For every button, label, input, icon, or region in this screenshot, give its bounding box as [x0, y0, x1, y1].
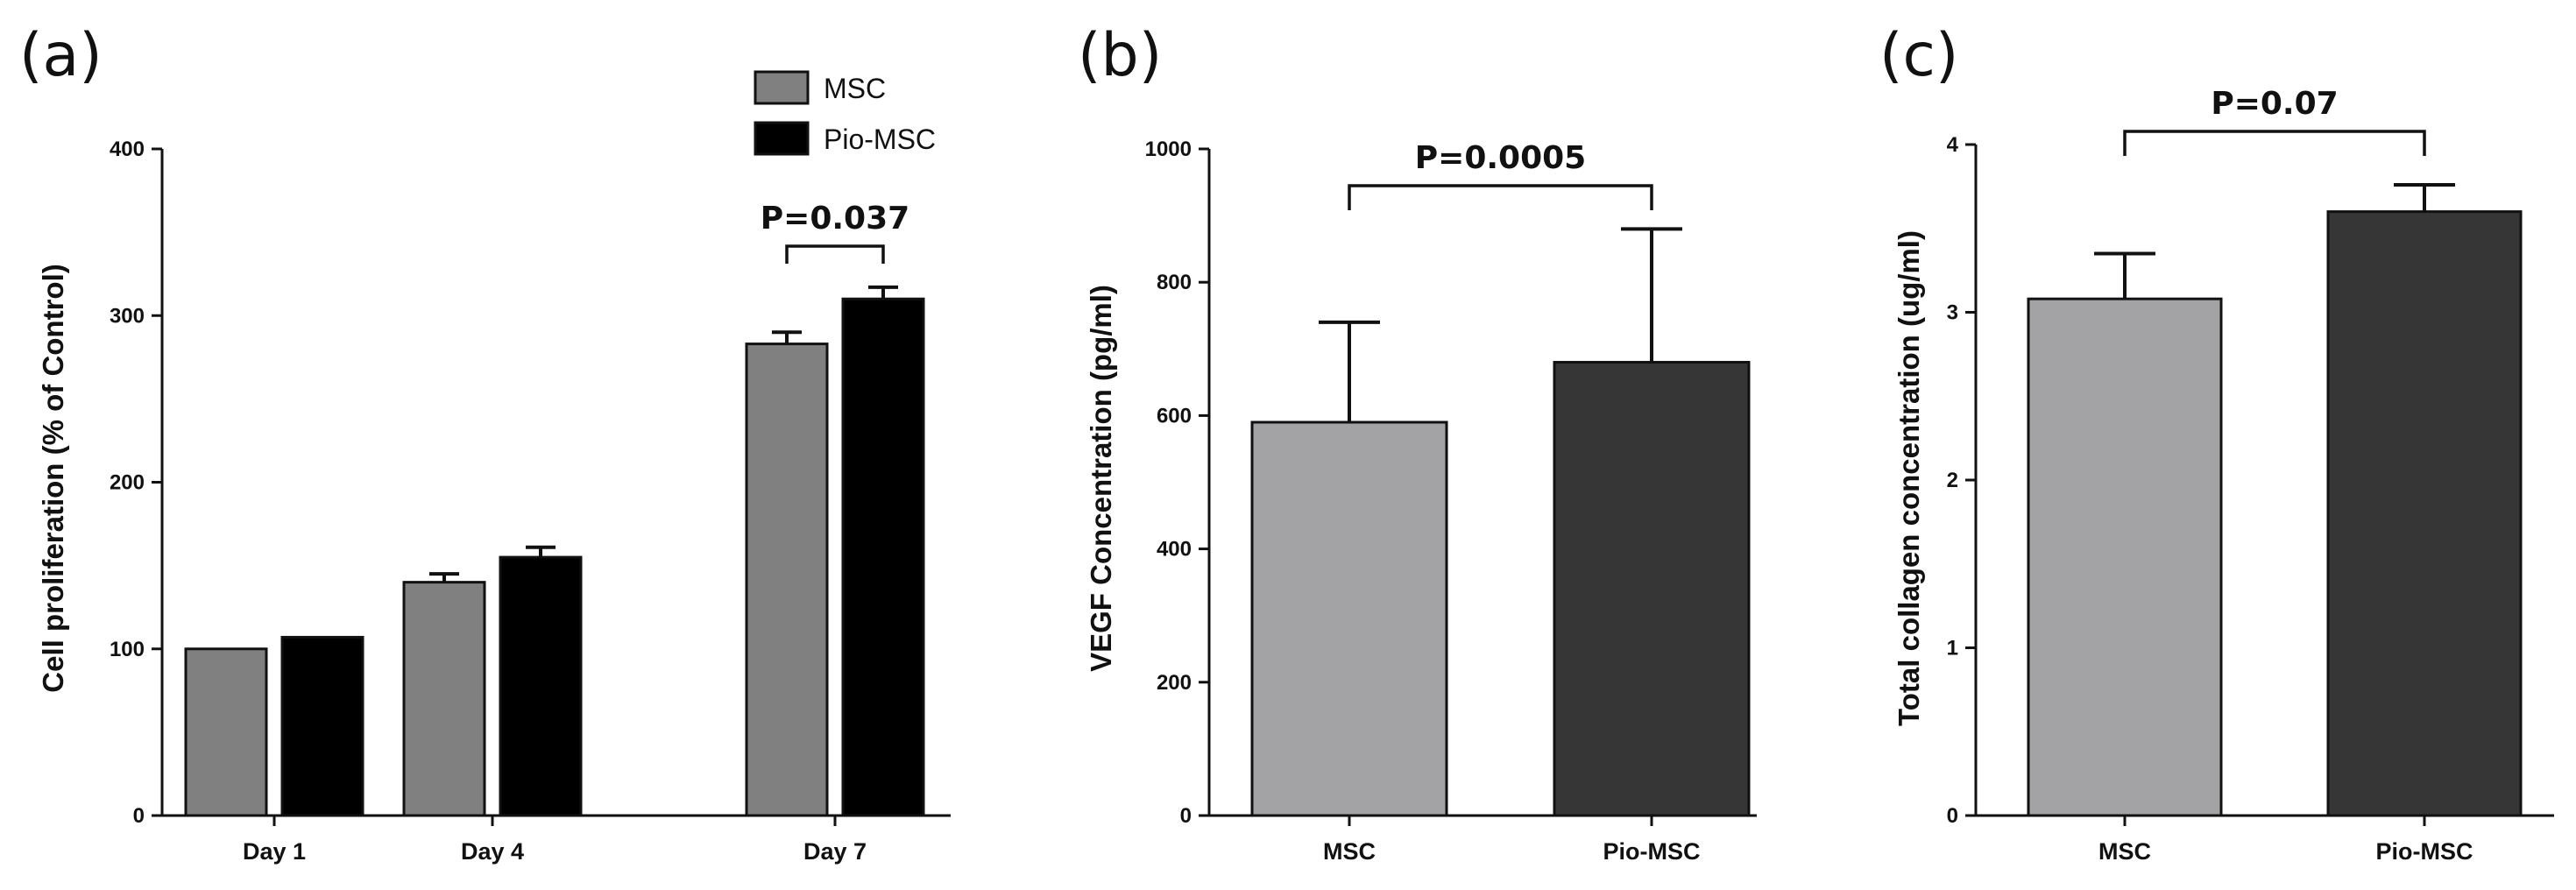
panel-a-y-axis-title: Cell proliferation (% of Control)	[37, 264, 69, 692]
panel-a-y-tick-label-100: 100	[110, 638, 145, 661]
error-bar-c-msc	[2094, 251, 2155, 300]
p-value-a-bracket	[785, 244, 885, 264]
panel-b-y-tick-label-1000: 1000	[1145, 138, 1192, 161]
bar-c-pio-msc	[2326, 210, 2523, 817]
panel-c-x-tick-label-msc: MSC	[2098, 838, 2151, 865]
panel-b-y-tick-label-800: 800	[1157, 271, 1192, 294]
legend-swatch-msc	[754, 70, 810, 105]
error-bar-day-7-pio-msc	[868, 285, 898, 300]
panel-c-y-tick-label-2: 2	[1947, 469, 1958, 492]
bar-day-7-pio-msc	[841, 297, 925, 817]
panel-b-x-tick-label-msc: MSC	[1323, 838, 1376, 865]
panel-a-bars: P=0.037	[184, 201, 925, 817]
bar-day-1-msc	[184, 647, 268, 817]
error-bar-day-4-msc	[429, 572, 459, 583]
p-value-c-label: P=0.07	[2211, 86, 2338, 122]
panel-a-y-tick-label-400: 400	[110, 138, 145, 161]
panel-a-label: (a)	[19, 21, 103, 90]
bar-c-msc	[2027, 297, 2223, 817]
bar-day-4-msc	[402, 581, 486, 817]
panel-a-y-tick-label-0: 0	[133, 804, 145, 828]
panel-b-y-tick-label-200: 200	[1157, 671, 1192, 695]
panel-c-label: (c)	[1879, 21, 1958, 90]
panel-b-y-tick-label-600: 600	[1157, 404, 1192, 427]
panel-b-y-tick-label-400: 400	[1157, 538, 1192, 562]
error-bar-c-pio-msc	[2394, 182, 2455, 212]
panel-c-y-tick-label-1: 1	[1947, 637, 1958, 660]
p-value-a-label: P=0.037	[761, 201, 909, 237]
p-value-c-bracket	[2123, 130, 2426, 156]
panel-b-x-tick-label-pio-msc: Pio-MSC	[1603, 838, 1701, 865]
panel-a-y-tick-label-200: 200	[110, 471, 145, 495]
legend-label-pio-msc: Pio-MSC	[824, 124, 936, 155]
panel-c-y-tick-label-4: 4	[1947, 133, 1959, 157]
panel-a-legend: MSC Pio-MSC	[754, 70, 936, 156]
panel-c-y-tick-label-3: 3	[1947, 301, 1958, 325]
panel-b-y-axis-title: VEGF Concentration (pg/ml)	[1085, 285, 1117, 672]
error-bar-b-msc	[1319, 320, 1380, 423]
chart-panel-c: (c) Total collagen concentration (ug/ml)…	[1879, 21, 2554, 865]
chart-panel-a: (a) Cell proliferation (% of Control) 0 1…	[19, 21, 951, 865]
error-bar-day-4-pio-msc	[526, 545, 556, 558]
panel-b-y-tick-label-0: 0	[1180, 804, 1192, 828]
error-bar-b-pio-msc	[1621, 227, 1682, 363]
panel-c-x-tick-label-pio-msc: Pio-MSC	[2376, 838, 2473, 865]
bar-day-7-msc	[745, 343, 829, 817]
panel-b-bars: P=0.0005	[1250, 140, 1751, 817]
legend-swatch-pio-msc	[754, 121, 810, 156]
panel-a-x-tick-label-day-4: Day 4	[461, 838, 524, 865]
panel-a-x-tick-label-day-7: Day 7	[803, 838, 867, 865]
panel-c-y-axis-title: Total collagen concentration (ug/ml)	[1893, 230, 1925, 726]
legend-label-msc: MSC	[824, 73, 886, 104]
panel-c-bars: P=0.07	[2027, 86, 2523, 817]
error-bar-day-7-msc	[772, 330, 802, 344]
panel-c-y-tick-label-0: 0	[1947, 804, 1958, 828]
p-value-b-label: P=0.0005	[1415, 140, 1586, 176]
bar-day-1-pio-msc	[280, 635, 364, 817]
p-value-b-bracket	[1348, 184, 1653, 210]
bar-day-4-pio-msc	[499, 555, 583, 817]
panel-a-x-tick-label-day-1: Day 1	[243, 838, 306, 865]
chart-panel-b: (b) VEGF Concentration (pg/ml) 0 200 400 60…	[1078, 21, 1757, 865]
bar-b-pio-msc	[1553, 361, 1751, 817]
panel-b-label: (b)	[1078, 21, 1162, 90]
panel-a-y-tick-label-300: 300	[110, 304, 145, 328]
bar-b-msc	[1250, 420, 1448, 817]
